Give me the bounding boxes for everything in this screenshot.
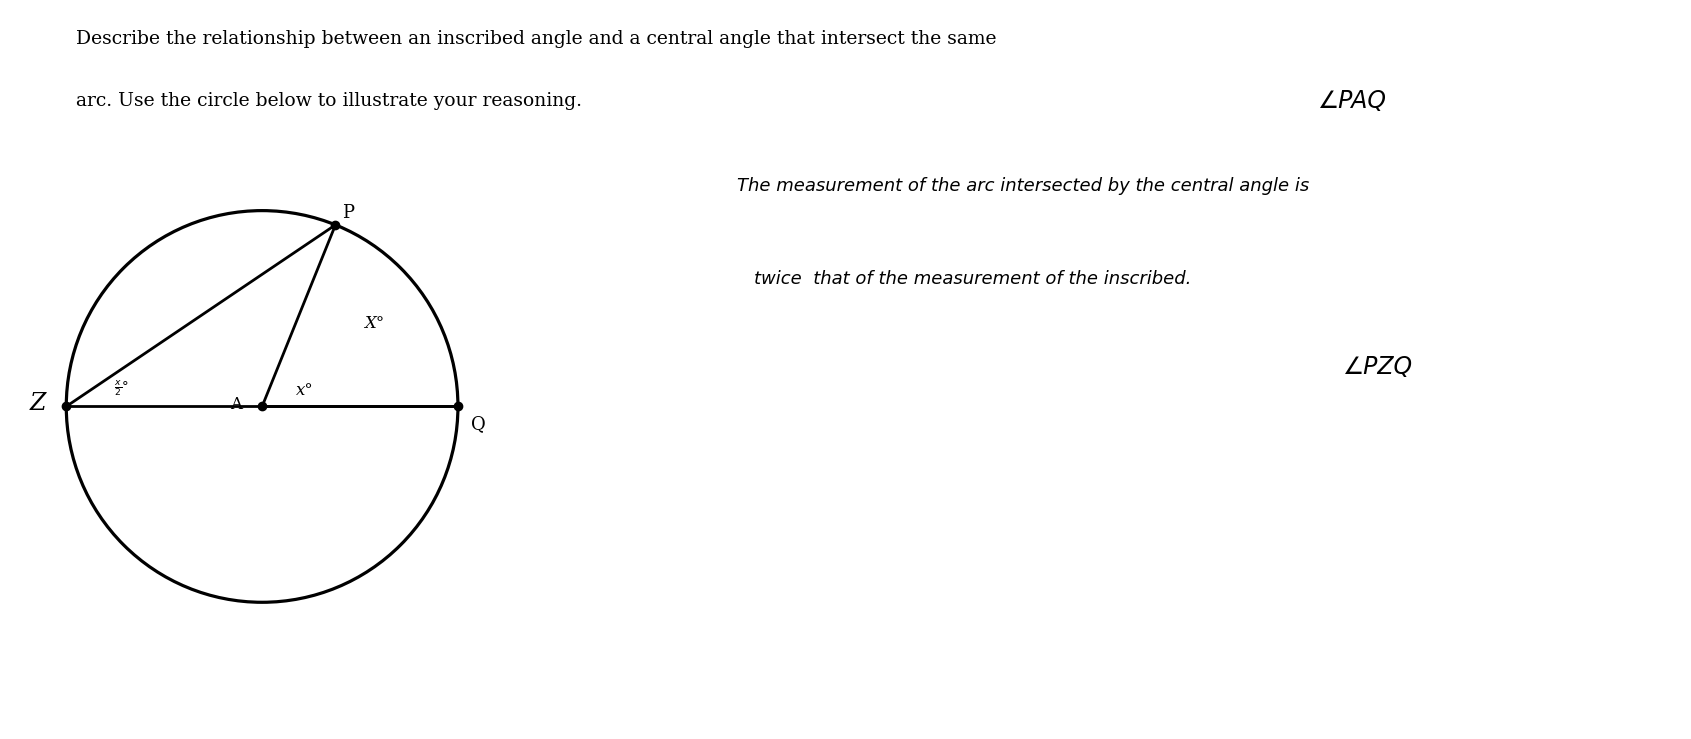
Text: Z: Z (30, 392, 46, 415)
Text: The measurement of the arc intersected by the central angle is: The measurement of the arc intersected b… (737, 177, 1309, 195)
Text: twice  that of the measurement of the inscribed.: twice that of the measurement of the ins… (754, 270, 1190, 287)
Text: ∠PZQ: ∠PZQ (1343, 355, 1414, 378)
Text: ∠PAQ: ∠PAQ (1319, 89, 1387, 112)
Text: X°: X° (364, 315, 384, 332)
Text: Q: Q (472, 415, 487, 433)
Text: $\frac{x}{2}$°: $\frac{x}{2}$° (113, 378, 129, 398)
Text: Describe the relationship between an inscribed angle and a central angle that in: Describe the relationship between an ins… (76, 30, 996, 47)
Text: arc. Use the circle below to illustrate your reasoning.: arc. Use the circle below to illustrate … (76, 92, 582, 110)
Text: x°: x° (296, 382, 313, 399)
Text: A: A (230, 396, 242, 413)
Text: P: P (342, 204, 353, 222)
